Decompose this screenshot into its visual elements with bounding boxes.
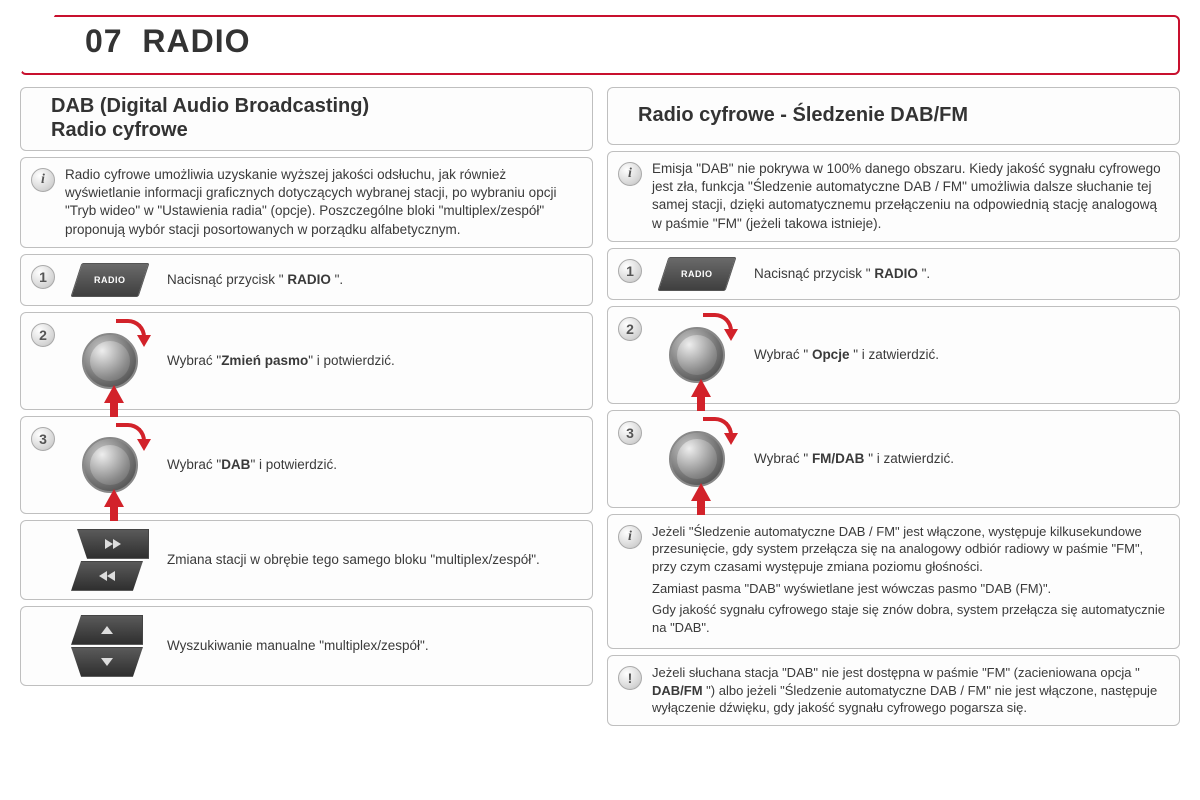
left-step-3: 3 Wybrać "DAB" i potwierdzić.	[20, 416, 593, 514]
left-seek-panel: Zmiana stacji w obrębie tego samego blok…	[20, 520, 593, 600]
right-step-3-text: Wybrać " FM/DAB " i zatwierdzić.	[754, 450, 954, 468]
right-note-info: i Jeżeli "Śledzenie automatyczne DAB / F…	[607, 514, 1180, 649]
step-number: 2	[618, 317, 642, 341]
left-step-2: 2 Wybrać "Zmień pasmo" i potwierdzić.	[20, 312, 593, 410]
right-subtitle: Radio cyfrowe - Śledzenie DAB/FM	[638, 103, 968, 127]
step-number: 1	[618, 259, 642, 283]
section-header: 07 RADIO	[20, 15, 1180, 75]
left-info-panel: i Radio cyfrowe umożliwia uzyskanie wyżs…	[20, 157, 593, 248]
right-step-2: 2 Wybrać " Opcje " i zatwierdzić.	[607, 306, 1180, 404]
section-title: 07 RADIO	[85, 23, 250, 60]
left-step-2-text: Wybrać "Zmień pasmo" i potwierdzić.	[167, 352, 395, 370]
step-number: 3	[31, 427, 55, 451]
right-note-warning-text: Jeżeli słuchana stacja "DAB" nie jest do…	[652, 664, 1169, 717]
info-icon: i	[618, 525, 642, 549]
right-step-2-text: Wybrać " Opcje " i zatwierdzić.	[754, 346, 939, 364]
radio-button-label: RADIO	[94, 275, 126, 285]
left-step-1: 1 RADIO Nacisnąć przycisk " RADIO ".	[20, 254, 593, 306]
left-subtitle-line2: Radio cyfrowe	[51, 118, 369, 142]
seek-rocker-icon	[65, 529, 155, 591]
rotary-knob-icon	[652, 315, 742, 395]
rotary-knob-icon	[65, 425, 155, 505]
left-subtitle-panel: DAB (Digital Audio Broadcasting) Radio c…	[20, 87, 593, 151]
step-number: 3	[618, 421, 642, 445]
rotary-knob-icon	[652, 419, 742, 499]
step-number: 1	[31, 265, 55, 289]
left-subtitle-line1: DAB (Digital Audio Broadcasting)	[51, 94, 369, 118]
radio-button-label: RADIO	[681, 269, 713, 279]
right-note-info-text: Jeżeli "Śledzenie automatyczne DAB / FM"…	[652, 523, 1169, 640]
info-icon: i	[31, 168, 55, 192]
content-columns: DAB (Digital Audio Broadcasting) Radio c…	[20, 87, 1180, 726]
right-step-1-text: Nacisnąć przycisk " RADIO ".	[754, 265, 930, 283]
radio-button-icon: RADIO	[652, 257, 742, 291]
right-info-text: Emisja "DAB" nie pokrywa w 100% danego o…	[652, 160, 1169, 233]
right-info-panel: i Emisja "DAB" nie pokrywa w 100% danego…	[607, 151, 1180, 242]
section-name: RADIO	[142, 23, 250, 59]
info-icon: i	[618, 162, 642, 186]
right-subtitle-panel: Radio cyfrowe - Śledzenie DAB/FM	[607, 87, 1180, 145]
left-step-1-text: Nacisnąć przycisk " RADIO ".	[167, 271, 343, 289]
rotary-knob-icon	[65, 321, 155, 401]
radio-button-icon: RADIO	[65, 263, 155, 297]
left-info-text: Radio cyfrowe umożliwia uzyskanie wyższe…	[65, 166, 582, 239]
left-manual-panel: Wyszukiwanie manualne "multiplex/zespół"…	[20, 606, 593, 686]
right-column: Radio cyfrowe - Śledzenie DAB/FM i Emisj…	[607, 87, 1180, 726]
left-manual-text: Wyszukiwanie manualne "multiplex/zespół"…	[167, 637, 429, 655]
right-note-warning: ! Jeżeli słuchana stacja "DAB" nie jest …	[607, 655, 1180, 726]
right-step-3: 3 Wybrać " FM/DAB " i zatwierdzić.	[607, 410, 1180, 508]
section-number: 07	[85, 23, 123, 59]
step-number: 2	[31, 323, 55, 347]
right-step-1: 1 RADIO Nacisnąć przycisk " RADIO ".	[607, 248, 1180, 300]
left-column: DAB (Digital Audio Broadcasting) Radio c…	[20, 87, 593, 726]
left-step-3-text: Wybrać "DAB" i potwierdzić.	[167, 456, 337, 474]
left-seek-text: Zmiana stacji w obrębie tego samego blok…	[167, 551, 540, 569]
updown-rocker-icon	[65, 615, 155, 677]
warning-icon: !	[618, 666, 642, 690]
